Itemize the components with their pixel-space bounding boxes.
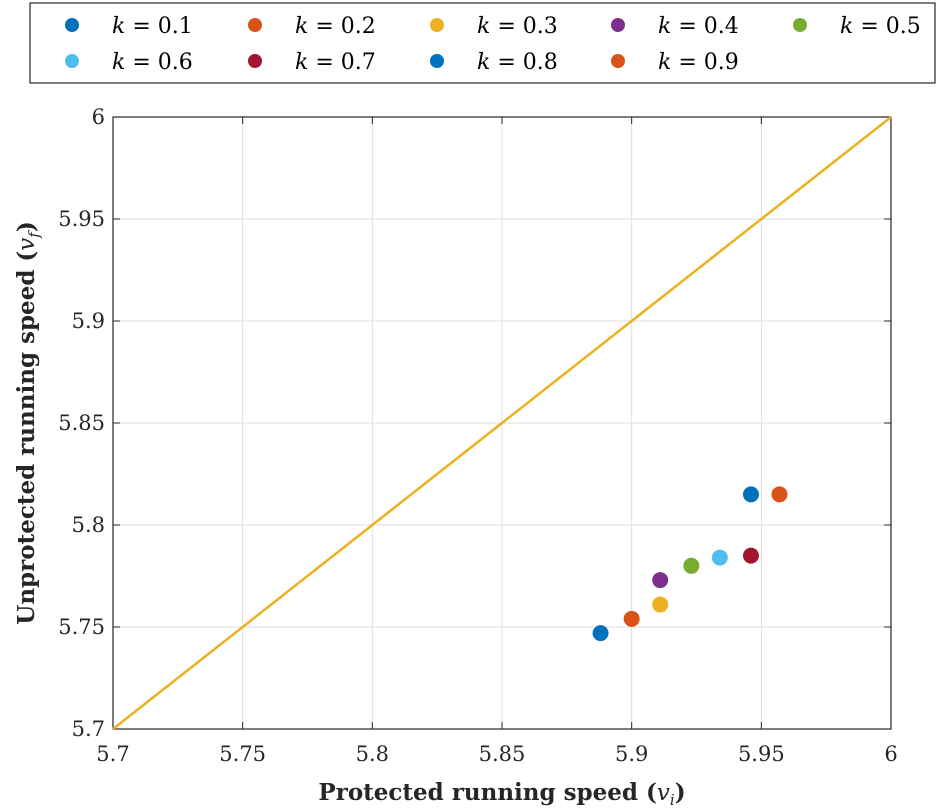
data-point-k-0-9 — [771, 486, 788, 503]
legend-label-k-0-9: k = 0.9 — [658, 50, 739, 75]
y-tick-label: 5.8 — [72, 513, 105, 537]
x-axis-label: Protected running speed (vi) — [318, 779, 685, 809]
data-point-k-0-2 — [623, 610, 640, 627]
data-point-k-0-3 — [652, 596, 669, 613]
x-tick-label: 5.7 — [96, 742, 129, 766]
data-points — [592, 486, 788, 642]
y-tick-label: 5.7 — [72, 717, 105, 741]
legend-marker-k-0-4 — [611, 18, 625, 32]
x-tick-label: 5.9 — [615, 742, 648, 766]
legend-marker-k-0-3 — [430, 18, 444, 32]
legend-marker-k-0-9 — [611, 54, 625, 68]
x-tick-label: 6 — [884, 742, 897, 766]
reference-diagonal-line — [112, 116, 892, 730]
legend-box — [29, 2, 936, 84]
y-tick-label: 5.95 — [58, 207, 105, 231]
legend-marker-k-0-6 — [65, 54, 79, 68]
data-point-k-0-7 — [742, 547, 759, 564]
x-tick-label: 5.75 — [219, 742, 266, 766]
legend: k = 0.1 k = 0.2 k = 0.3 k = 0.4 k = 0.5 k = 0… — [29, 2, 936, 84]
x-tick-label: 5.85 — [479, 742, 526, 766]
data-point-k-0-6 — [711, 549, 728, 566]
legend-label-k-0-1: k = 0.1 — [112, 14, 193, 39]
data-point-k-0-4 — [652, 572, 669, 589]
x-tick-label: 5.95 — [738, 742, 785, 766]
y-axis-label: Unprotected running speed (vf) — [13, 221, 43, 624]
data-point-k-0-5 — [683, 557, 700, 574]
legend-marker-k-0-7 — [248, 54, 262, 68]
legend-label-k-0-5: k = 0.5 — [840, 14, 921, 39]
legend-marker-k-0-2 — [248, 18, 262, 32]
legend-label-k-0-6: k = 0.6 — [112, 50, 193, 75]
data-point-k-0-1 — [592, 625, 609, 642]
legend-label-k-0-2: k = 0.2 — [295, 14, 376, 39]
y-tick-label: 5.75 — [58, 615, 105, 639]
y-tick-label: 5.85 — [58, 411, 105, 435]
legend-marker-k-0-8 — [430, 54, 444, 68]
legend-marker-k-0-5 — [793, 18, 807, 32]
y-axis-ticks: 5.7 5.75 5.8 5.85 5.9 5.95 6 — [58, 105, 891, 741]
x-tick-label: 5.8 — [356, 742, 389, 766]
y-tick-label: 5.9 — [72, 309, 105, 333]
legend-label-k-0-4: k = 0.4 — [658, 14, 739, 39]
legend-label-k-0-3: k = 0.3 — [477, 14, 558, 39]
legend-label-k-0-8: k = 0.8 — [477, 50, 558, 75]
y-tick-label: 6 — [92, 105, 105, 129]
x-axis-ticks: 5.7 5.75 5.8 5.85 5.9 5.95 6 — [96, 117, 898, 766]
legend-marker-k-0-1 — [65, 18, 79, 32]
data-point-k-0-8 — [742, 486, 759, 503]
legend-label-k-0-7: k = 0.7 — [295, 50, 376, 75]
